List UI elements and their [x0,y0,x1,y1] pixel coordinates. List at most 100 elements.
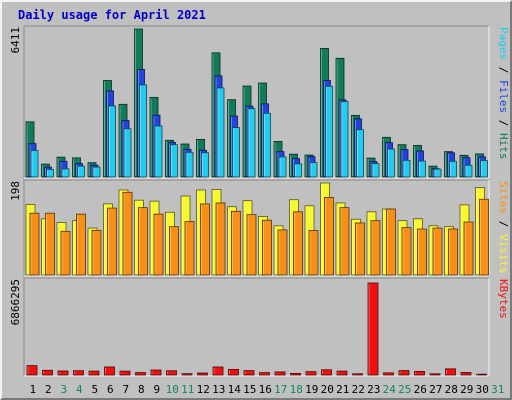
series-legend-part: KBytes [497,279,510,319]
sites-bar [401,227,412,276]
series-legend-part: Visits [497,234,510,274]
sites-bar [246,214,257,276]
kbytes-bar [166,370,177,376]
kbytes-bar [274,371,286,376]
pages-bar [139,84,147,178]
day-label: 23 [367,383,380,396]
day-label: 14 [228,383,242,396]
pages-bar [480,160,488,178]
sites-bar [448,228,458,276]
pages-bar [123,128,132,178]
kbytes-bar [321,369,332,376]
day-label: 6 [107,383,114,396]
hits-panel [23,25,490,179]
sites-bar [107,207,117,276]
series-legend-part: / [497,113,510,133]
kbytes-bar [135,372,146,376]
day-label: 5 [91,383,98,396]
pages-bar [464,164,473,178]
pages-bar [402,159,411,178]
kbytes-bar [42,369,53,376]
pages-bar [278,156,287,178]
kbytes-bar [445,368,456,376]
y-max-label: 6866295 [9,279,22,325]
kbytes-bar [26,365,38,376]
sites-bar [60,230,71,276]
sites-bar [200,203,210,276]
sites-bar [215,202,226,276]
day-label: 4 [76,383,83,396]
series-legend: Pages / Files / Hits [497,27,510,160]
kbytes-bar [150,369,162,376]
day-label: 31 [491,383,504,396]
series-legend-part: Pages [497,27,510,60]
sites-bar [153,213,164,276]
chart-title: Daily usage for April 2021 [18,8,206,22]
day-label: 29 [460,383,473,396]
sites-bar [479,198,489,276]
pages-bar [216,87,225,178]
sites-bar [324,197,334,276]
day-label: 17 [274,383,287,396]
kbytes-bar [305,371,317,376]
sites-bar [432,227,443,276]
pages-bar [309,162,318,178]
series-legend-part: Files [497,80,510,113]
series-legend-part: Hits [497,133,510,160]
pages-bar [325,85,333,178]
sites-bar [76,213,86,276]
kbytes-bar [476,373,487,376]
sites-bar [262,219,272,276]
day-label: 9 [153,383,160,396]
pages-bar [371,163,380,178]
sites-bar [417,228,427,276]
day-label: 25 [398,383,411,396]
kbytes-bar [383,372,394,376]
pages-bar [356,129,364,178]
sites-bar [122,191,133,276]
pages-bar [449,160,457,178]
pages-bar [232,127,240,178]
kbytes-bar [336,370,348,376]
day-label: 15 [243,383,256,396]
kbytes-bar [290,372,301,376]
day-label: 18 [290,383,303,396]
day-label: 8 [138,383,145,396]
pages-bar [201,152,209,178]
pages-bar [433,168,442,178]
kbytes-bar [212,366,224,376]
sites-bar [370,220,381,276]
sites-bar [29,212,40,276]
pages-bar [418,160,426,178]
sites-bar [463,221,474,276]
y-max-label: 6411 [9,27,22,54]
kbytes-bar [88,370,100,376]
series-legend-part: / [497,60,510,80]
sites-bar [308,229,319,276]
day-label: 3 [60,383,67,396]
kbytes-panel [23,277,490,377]
pages-bar [294,163,302,178]
sites-bar [386,208,396,276]
kbytes-bar [181,373,193,376]
series-legend: Sites / Visits [497,181,510,274]
day-label: 27 [429,383,442,396]
sites-bar [231,210,241,276]
kbytes-bar [259,372,270,376]
pages-bar [247,108,256,178]
pages-bar [92,166,101,178]
kbytes-bar [228,368,239,376]
kbytes-bar [119,370,131,376]
sites-bar [138,207,148,276]
day-label: 2 [45,383,52,396]
pages-bar [154,125,163,178]
pages-bar [46,168,54,178]
pages-bar [170,144,178,178]
pages-bar [340,101,349,178]
day-label: 19 [305,383,318,396]
sites-bar [355,222,365,276]
pages-bar [387,148,395,178]
kbytes-bar [429,373,441,376]
series-legend: KBytes [497,279,510,319]
